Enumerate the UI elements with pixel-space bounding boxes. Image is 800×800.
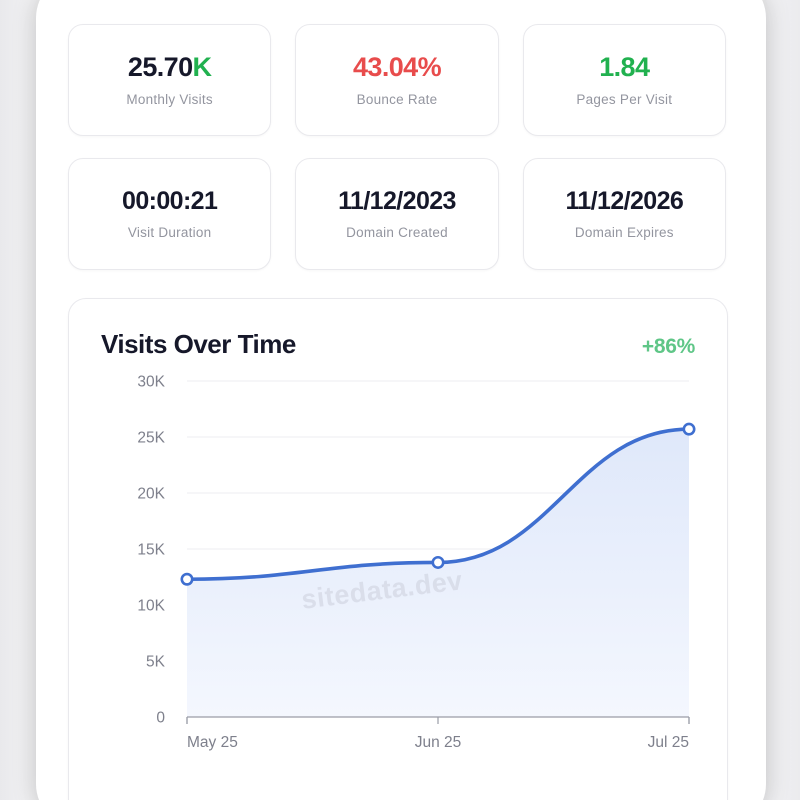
y-axis-tick-label: 15K xyxy=(137,542,165,559)
data-point-marker[interactable] xyxy=(431,555,445,569)
stat-card-domain-expires[interactable]: 11/12/2026 Domain Expires xyxy=(522,158,726,270)
data-point-marker[interactable] xyxy=(180,572,194,586)
stat-value-monthly-visits: 25.70K xyxy=(127,51,213,82)
chart-title: Visits Over Time xyxy=(101,329,296,359)
stat-label-domain-expires: Domain Expires xyxy=(574,225,674,241)
visits-over-time-card[interactable]: Visits Over Time +86% 0 5K 10K 15K 20K 25K 30K… xyxy=(68,298,728,800)
chart-line-visits[interactable] xyxy=(185,427,691,582)
stat-value-bounce-rate: 43.04% xyxy=(353,51,442,82)
y-axis-tick-label: 10K xyxy=(137,598,165,615)
stat-label-pages-per-visit: Pages Per Visit xyxy=(576,92,673,108)
panel-content: 25.70K Monthly Visits 43.04% Bounce Rate… xyxy=(36,0,766,800)
stat-card-visit-duration[interactable]: 00:00:21 Visit Duration xyxy=(68,158,272,270)
stats-grid: 25.70K Monthly Visits 43.04% Bounce Rate… xyxy=(68,24,726,270)
stat-card-monthly-visits[interactable]: 25.70K Monthly Visits xyxy=(68,24,272,136)
y-axis-tick-label: 20K xyxy=(137,486,165,503)
chart-area-fill xyxy=(187,429,689,717)
data-point-markers[interactable] xyxy=(180,422,696,586)
x-axis-tick-label: May 25 xyxy=(187,734,238,751)
stat-card-bounce-rate[interactable]: 43.04% Bounce Rate xyxy=(295,24,499,136)
data-point-marker[interactable] xyxy=(682,422,696,436)
stat-card-pages-per-visit[interactable]: 1.84 Pages Per Visit xyxy=(522,24,726,136)
x-axis-tick-label: Jun 25 xyxy=(415,734,462,751)
stat-value-pages-per-visit: 1.84 xyxy=(599,51,650,82)
stat-value-domain-expires: 11/12/2026 xyxy=(565,186,684,215)
stat-value-domain-created: 11/12/2023 xyxy=(338,186,456,215)
chart-header: Visits Over Time +86% xyxy=(101,329,695,360)
stat-value-visit-duration: 00:00:21 xyxy=(122,186,218,215)
y-axis-tick-label: 5K xyxy=(146,654,166,671)
stat-label-monthly-visits: Monthly Visits xyxy=(126,92,213,108)
x-axis: May 25 Jun 25 Jul 25 xyxy=(186,716,690,751)
visits-line-chart[interactable]: 0 5K 10K 15K 20K 25K 30K May 25 Jun 25 Jul 25 xyxy=(69,369,727,769)
stat-card-domain-created[interactable]: 11/12/2023 Domain Created xyxy=(295,158,499,270)
stat-label-visit-duration: Visit Duration xyxy=(127,225,212,241)
chart-plot-area[interactable]: 0 5K 10K 15K 20K 25K 30K May 25 Jun 25 Jul 25 xyxy=(69,369,727,769)
stat-label-domain-created: Domain Created xyxy=(346,225,448,241)
y-axis-tick-label: 25K xyxy=(137,430,165,447)
stat-label-bounce-rate: Bounce Rate xyxy=(356,92,438,108)
stat-value-number: 25.70 xyxy=(127,51,193,82)
chart-delta-badge: +86% xyxy=(641,335,695,358)
y-axis-tick-label: 30K xyxy=(137,374,165,391)
x-axis-tick-label: Jul 25 xyxy=(648,734,689,751)
y-axis-tick-label: 0 xyxy=(156,710,165,727)
stat-value-suffix: K xyxy=(192,51,213,82)
